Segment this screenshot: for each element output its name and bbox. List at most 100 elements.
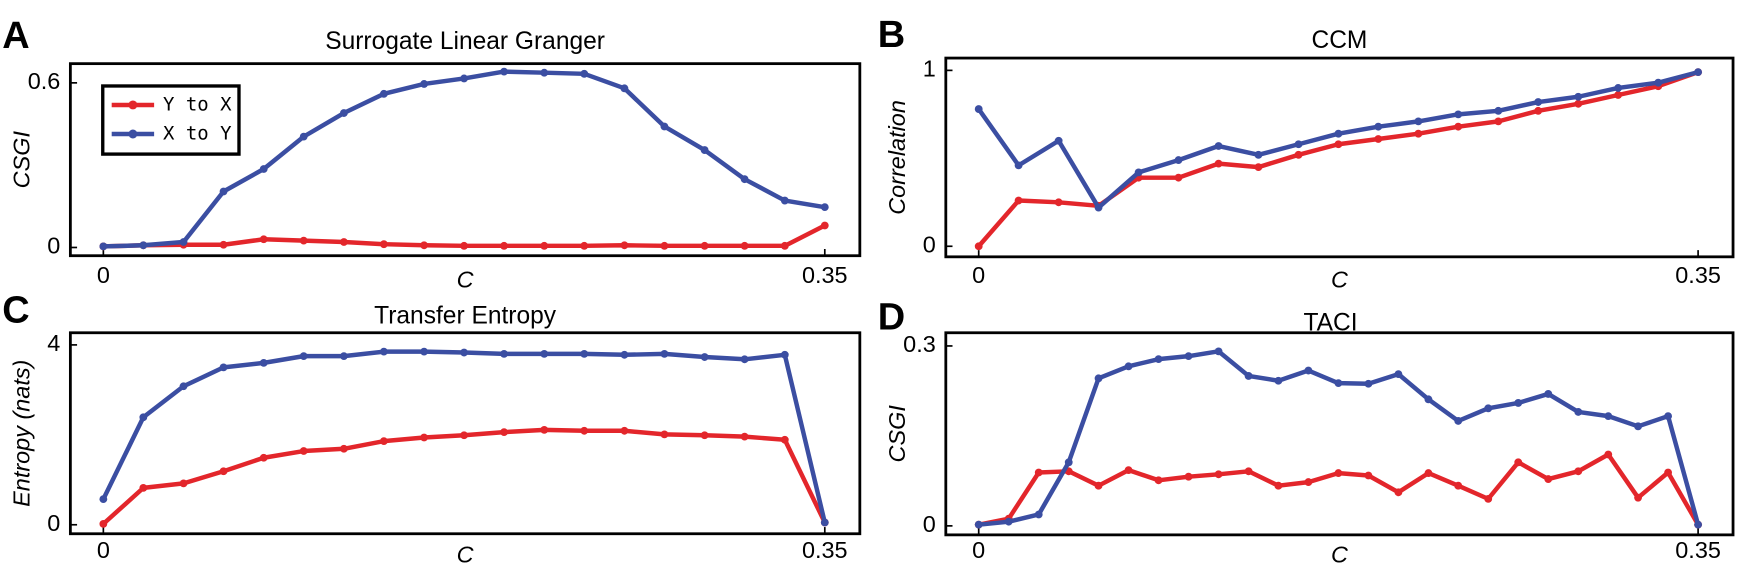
point bbox=[1394, 488, 1403, 497]
point bbox=[780, 196, 789, 205]
point bbox=[1294, 150, 1303, 159]
point bbox=[1454, 417, 1463, 425]
point bbox=[299, 236, 308, 245]
point bbox=[1664, 468, 1672, 477]
point bbox=[1274, 481, 1283, 490]
point bbox=[1484, 404, 1493, 413]
legend-frame bbox=[101, 84, 241, 156]
series-line bbox=[978, 349, 1701, 527]
point bbox=[1414, 129, 1423, 138]
point bbox=[1694, 520, 1703, 529]
x-tick-label: 0 bbox=[972, 262, 985, 288]
point bbox=[1334, 469, 1343, 478]
point bbox=[580, 426, 589, 435]
y-tick-label: 0.6 bbox=[28, 68, 61, 94]
point bbox=[1064, 458, 1073, 467]
x-tick-label: 0 bbox=[97, 537, 110, 563]
series-line bbox=[977, 70, 1699, 248]
point bbox=[339, 444, 348, 453]
point bbox=[420, 433, 428, 442]
point bbox=[974, 242, 983, 251]
point bbox=[820, 518, 829, 527]
point bbox=[1544, 390, 1553, 398]
point bbox=[580, 69, 589, 78]
point bbox=[1094, 203, 1103, 212]
point bbox=[219, 187, 228, 196]
point bbox=[1154, 355, 1163, 364]
point bbox=[580, 241, 589, 250]
y-tick-label: 0 bbox=[47, 510, 60, 536]
series-line bbox=[976, 69, 1699, 210]
point bbox=[1334, 129, 1343, 138]
point bbox=[1614, 84, 1623, 92]
point bbox=[420, 80, 428, 88]
point bbox=[1414, 117, 1423, 126]
point bbox=[460, 241, 468, 250]
point bbox=[1214, 347, 1223, 356]
y-tick-label: 0 bbox=[47, 233, 60, 259]
point bbox=[1054, 198, 1063, 207]
point bbox=[1034, 468, 1043, 477]
point bbox=[1304, 366, 1313, 375]
point bbox=[820, 203, 829, 212]
point bbox=[540, 241, 549, 250]
point bbox=[1374, 135, 1383, 143]
point bbox=[1094, 481, 1103, 490]
point bbox=[1004, 517, 1013, 526]
point bbox=[500, 67, 508, 76]
point bbox=[1364, 471, 1373, 480]
x-tick-label: 0.35 bbox=[1675, 262, 1721, 288]
point bbox=[219, 363, 228, 372]
point bbox=[1214, 470, 1223, 479]
point bbox=[420, 241, 428, 250]
y-axis-label: CSGI bbox=[9, 131, 35, 189]
point bbox=[500, 428, 508, 437]
x-axis-label: C bbox=[457, 541, 475, 567]
point bbox=[660, 349, 669, 358]
point bbox=[540, 349, 549, 358]
series-line bbox=[978, 452, 1701, 527]
point bbox=[1634, 422, 1642, 431]
point bbox=[1014, 196, 1023, 205]
point bbox=[460, 74, 468, 83]
point bbox=[1214, 142, 1223, 150]
point bbox=[500, 241, 508, 250]
point bbox=[820, 221, 829, 230]
point bbox=[1574, 408, 1583, 416]
point bbox=[1454, 481, 1463, 490]
point bbox=[1514, 399, 1523, 407]
point bbox=[379, 347, 388, 356]
point bbox=[620, 241, 629, 250]
point bbox=[1134, 168, 1143, 177]
y-tick-label: 1 bbox=[923, 56, 936, 82]
point bbox=[1334, 379, 1343, 388]
point bbox=[460, 431, 468, 440]
chart-title: Surrogate Linear Granger bbox=[325, 28, 605, 55]
point bbox=[299, 352, 308, 361]
legend: Y to X X to Y bbox=[101, 84, 241, 156]
point bbox=[1544, 475, 1553, 484]
point bbox=[700, 241, 709, 250]
point bbox=[1034, 510, 1043, 519]
y-tick-label: 0 bbox=[923, 511, 936, 537]
point bbox=[299, 132, 308, 141]
point bbox=[259, 165, 268, 173]
point bbox=[1374, 122, 1383, 131]
series-line bbox=[101, 427, 827, 526]
y-tick-label: 0 bbox=[923, 231, 936, 257]
legend-marker bbox=[128, 129, 138, 139]
point bbox=[1274, 376, 1283, 385]
x-tick-label: 0 bbox=[97, 262, 110, 288]
x-tick-label: 0.35 bbox=[1675, 537, 1721, 563]
point bbox=[299, 447, 308, 455]
point bbox=[460, 348, 468, 357]
point bbox=[1454, 122, 1463, 131]
point bbox=[1014, 161, 1023, 170]
point bbox=[1394, 370, 1403, 379]
point bbox=[1574, 92, 1583, 101]
point bbox=[1494, 106, 1503, 115]
point bbox=[1534, 98, 1543, 106]
plot-frame bbox=[68, 62, 862, 258]
point bbox=[700, 146, 709, 154]
point bbox=[1184, 472, 1193, 481]
